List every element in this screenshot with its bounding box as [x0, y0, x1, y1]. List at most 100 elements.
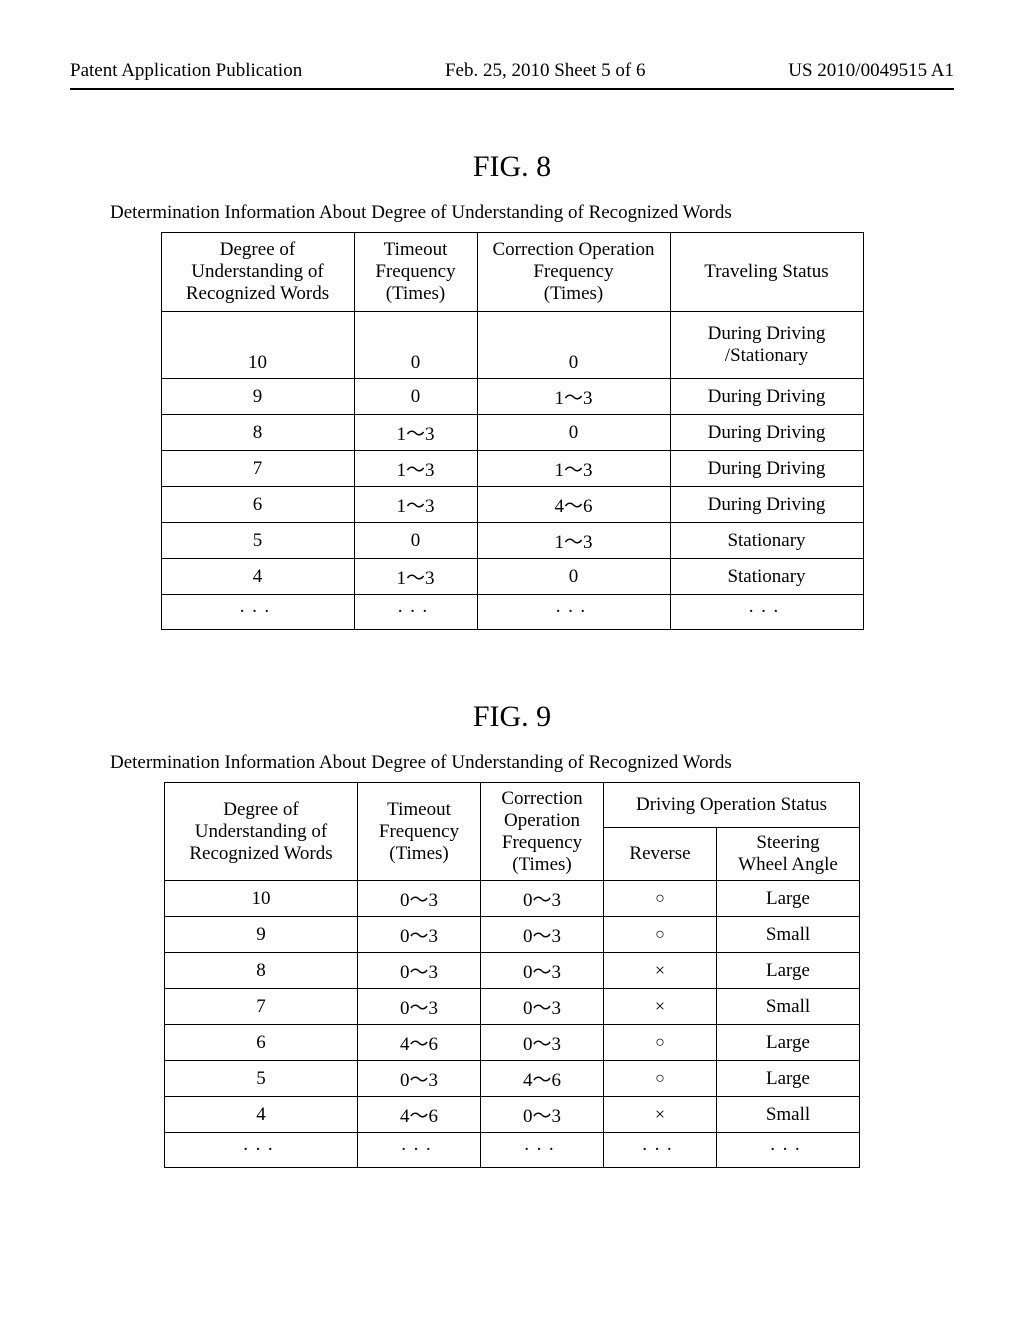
- table-row: 10 0 0 During Driving/Stationary: [161, 312, 863, 379]
- cell: During Driving: [670, 487, 863, 523]
- cell: 0～3: [481, 989, 604, 1025]
- header-center: Feb. 25, 2010 Sheet 5 of 6: [302, 60, 788, 82]
- cell: 0: [477, 312, 670, 379]
- col-degree: Degree ofUnderstanding ofRecognized Word…: [161, 233, 354, 312]
- cell: ···: [354, 595, 477, 630]
- cell: 10: [165, 881, 358, 917]
- figure-8-table: Degree ofUnderstanding ofRecognized Word…: [161, 232, 864, 630]
- patent-page: Patent Application Publication Feb. 25, …: [0, 0, 1024, 1320]
- cell: ○: [604, 917, 717, 953]
- cell: 7: [165, 989, 358, 1025]
- cell: ×: [604, 953, 717, 989]
- cell: 1～3: [354, 559, 477, 595]
- cell: 4: [165, 1097, 358, 1133]
- cell: ···: [477, 595, 670, 630]
- cell: 4: [161, 559, 354, 595]
- cell: 0: [354, 379, 477, 415]
- cell: 4～6: [481, 1061, 604, 1097]
- cell: 0～3: [481, 881, 604, 917]
- figure-9-caption: Determination Information About Degree o…: [110, 752, 954, 774]
- cell: ○: [604, 1025, 717, 1061]
- cell: 1～3: [477, 451, 670, 487]
- table-row: 5 0～3 4～6 ○ Large: [165, 1061, 860, 1097]
- cell: 0～3: [481, 1025, 604, 1061]
- cell: 5: [165, 1061, 358, 1097]
- cell: 0～3: [481, 917, 604, 953]
- cell: Small: [717, 989, 860, 1025]
- table-row: 4 4～6 0～3 × Small: [165, 1097, 860, 1133]
- table-row: 6 4～6 0～3 ○ Large: [165, 1025, 860, 1061]
- cell: ···: [161, 595, 354, 630]
- table-row: 4 1～3 0 Stationary: [161, 559, 863, 595]
- cell: Large: [717, 953, 860, 989]
- cell: Stationary: [670, 559, 863, 595]
- cell: 4～6: [477, 487, 670, 523]
- cell: 0～3: [481, 1097, 604, 1133]
- cell: 8: [165, 953, 358, 989]
- figure-8-title: FIG. 8: [70, 150, 954, 184]
- cell: During Driving: [670, 379, 863, 415]
- col-timeout: TimeoutFrequency(Times): [358, 783, 481, 881]
- table-row: ··· ··· ··· ···: [161, 595, 863, 630]
- cell: 0～3: [358, 881, 481, 917]
- cell: ×: [604, 989, 717, 1025]
- cell: 9: [161, 379, 354, 415]
- cell: ···: [604, 1133, 717, 1168]
- col-reverse: Reverse: [604, 828, 717, 881]
- cell: 8: [161, 415, 354, 451]
- cell: Large: [717, 1061, 860, 1097]
- cell: Large: [717, 881, 860, 917]
- cell: 4～6: [358, 1025, 481, 1061]
- col-correction: Correction OperationFrequency(Times): [477, 233, 670, 312]
- col-correction: CorrectionOperationFrequency(Times): [481, 783, 604, 881]
- cell: ···: [481, 1133, 604, 1168]
- col-status: Traveling Status: [670, 233, 863, 312]
- page-header: Patent Application Publication Feb. 25, …: [70, 60, 954, 90]
- table-header-row: Degree ofUnderstanding ofRecognized Word…: [165, 783, 860, 828]
- cell: ○: [604, 1061, 717, 1097]
- col-driving-status: Driving Operation Status: [604, 783, 860, 828]
- cell: 0～3: [358, 953, 481, 989]
- table-row: 10 0～3 0～3 ○ Large: [165, 881, 860, 917]
- cell: 0～3: [358, 989, 481, 1025]
- table-row: 7 1～3 1～3 During Driving: [161, 451, 863, 487]
- table-row: 7 0～3 0～3 × Small: [165, 989, 860, 1025]
- table-row: 9 0 1～3 During Driving: [161, 379, 863, 415]
- figure-8-caption: Determination Information About Degree o…: [110, 202, 954, 224]
- cell: Small: [717, 1097, 860, 1133]
- cell: 9: [165, 917, 358, 953]
- header-left: Patent Application Publication: [70, 60, 302, 82]
- col-degree: Degree ofUnderstanding ofRecognized Word…: [165, 783, 358, 881]
- table-row: 9 0～3 0～3 ○ Small: [165, 917, 860, 953]
- cell: Large: [717, 1025, 860, 1061]
- cell: 0: [477, 559, 670, 595]
- header-right: US 2010/0049515 A1: [788, 60, 954, 82]
- cell: ···: [670, 595, 863, 630]
- cell: ×: [604, 1097, 717, 1133]
- cell: 1～3: [354, 487, 477, 523]
- cell: 0～3: [358, 1061, 481, 1097]
- table-row: 6 1～3 4～6 During Driving: [161, 487, 863, 523]
- figure-9-table: Degree ofUnderstanding ofRecognized Word…: [164, 782, 860, 1168]
- cell: 1～3: [477, 379, 670, 415]
- cell: During Driving: [670, 451, 863, 487]
- figure-9-block: FIG. 9 Determination Information About D…: [70, 700, 954, 1168]
- table-row: 8 1～3 0 During Driving: [161, 415, 863, 451]
- cell: 7: [161, 451, 354, 487]
- cell: 6: [161, 487, 354, 523]
- cell: 1～3: [477, 523, 670, 559]
- cell: Small: [717, 917, 860, 953]
- table-row: ··· ··· ··· ··· ···: [165, 1133, 860, 1168]
- cell: 1～3: [354, 451, 477, 487]
- table-row: 8 0～3 0～3 × Large: [165, 953, 860, 989]
- figure-8-block: FIG. 8 Determination Information About D…: [70, 150, 954, 630]
- cell: 1～3: [354, 415, 477, 451]
- cell: 6: [165, 1025, 358, 1061]
- col-steering: SteeringWheel Angle: [717, 828, 860, 881]
- table-header-row: Degree ofUnderstanding ofRecognized Word…: [161, 233, 863, 312]
- cell: 0: [354, 523, 477, 559]
- cell: ···: [165, 1133, 358, 1168]
- cell: 5: [161, 523, 354, 559]
- cell: 0: [354, 312, 477, 379]
- cell: ···: [358, 1133, 481, 1168]
